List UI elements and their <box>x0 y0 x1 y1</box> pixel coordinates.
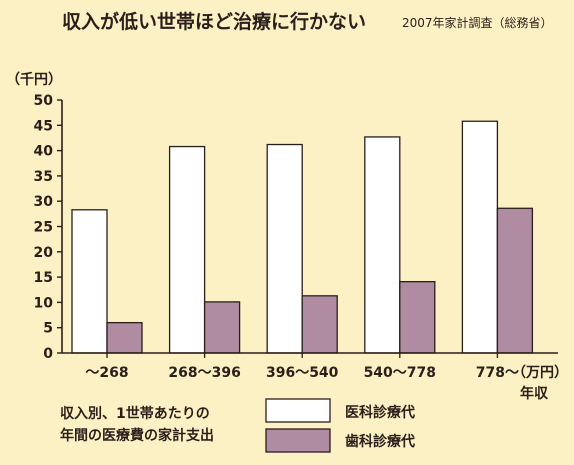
y-tick-label: 35 <box>34 169 53 185</box>
x-tick-label: 778～ <box>476 365 519 381</box>
y-tick-label: 0 <box>43 346 53 362</box>
bars <box>71 120 534 354</box>
y-tick-label: 45 <box>34 118 53 134</box>
y-tick-label: 20 <box>34 245 54 261</box>
legend-swatch-medical <box>265 398 331 423</box>
y-tick-label: 50 <box>34 93 54 109</box>
y-tick-label: 25 <box>34 220 53 236</box>
chart-title: 収入が低い世帯ほど治療に行かない <box>62 10 366 33</box>
x-tick-label: 540～778 <box>364 365 436 381</box>
y-tick-label: 15 <box>34 270 53 286</box>
x-tick-label: ～268 <box>85 365 128 381</box>
legend: 医科診療代 歯科診療代 <box>265 398 415 453</box>
bar-dental-4 <box>496 207 534 354</box>
y-tick-label: 5 <box>43 321 53 337</box>
legend-swatch-dental <box>265 428 331 453</box>
bar-medical-4 <box>461 120 499 354</box>
y-tick-label: 10 <box>34 295 54 311</box>
x-axis-label: 年収 <box>520 385 549 402</box>
y-axis-unit: （千円） <box>6 71 62 88</box>
legend-label-dental: 歯科診療代 <box>345 433 415 450</box>
x-tick-label: 268～396 <box>168 365 240 381</box>
chart-source: 2007年家計調査（総務省） <box>402 15 553 30</box>
y-tick-label: 30 <box>34 194 54 210</box>
legend-note-line-2: 年間の医療費の家計支出 <box>60 427 214 444</box>
x-tick-label: 396～540 <box>266 365 339 381</box>
legend-label-medical: 医科診療代 <box>345 404 415 421</box>
legend-note-line-1: 収入別、1世帯あたりの <box>60 405 210 422</box>
y-axis-ticks: 0 5 10 15 20 25 30 35 40 45 50 <box>34 93 62 362</box>
y-tick-label: 40 <box>34 144 54 160</box>
bar-dental-0 <box>106 321 143 354</box>
bar-dental-1 <box>203 301 241 354</box>
bar-dental-2 <box>301 295 338 354</box>
bar-medical-2 <box>266 143 303 354</box>
x-axis-unit: （万円） <box>512 365 568 381</box>
bar-medical-3 <box>364 136 401 354</box>
bar-dental-3 <box>399 281 436 354</box>
x-axis-categories: ～268 268～396 396～540 540～778 778～ <box>85 353 519 381</box>
bar-medical-1 <box>168 145 206 354</box>
bar-medical-0 <box>71 209 108 354</box>
